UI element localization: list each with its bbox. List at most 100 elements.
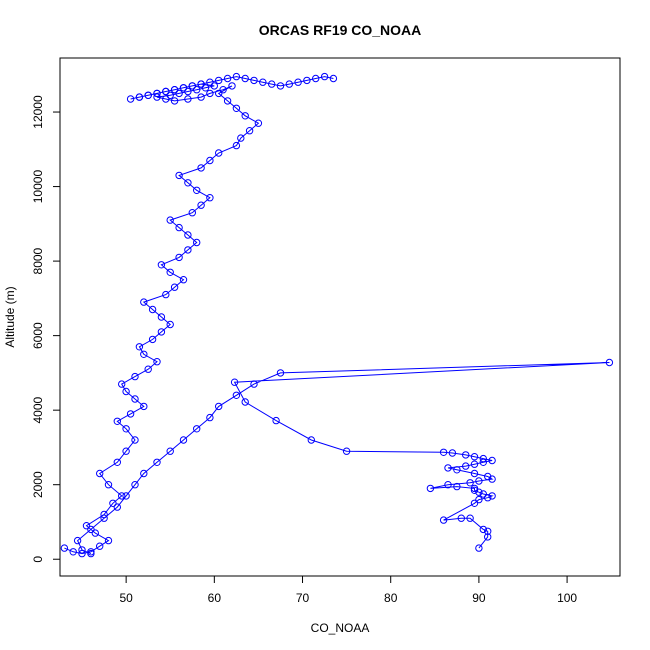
data-point <box>140 298 148 306</box>
data-point <box>166 268 174 276</box>
data-point <box>237 134 245 142</box>
data-point <box>175 223 183 232</box>
y-tick-label: 10000 <box>31 170 45 204</box>
data-point <box>131 372 139 381</box>
data-point <box>197 80 205 88</box>
x-tick-label: 60 <box>208 591 222 605</box>
data-point <box>153 89 161 98</box>
data-point <box>175 89 183 98</box>
data-point <box>228 82 236 90</box>
data-point <box>457 514 465 522</box>
data-point <box>166 216 174 224</box>
data-point <box>475 544 483 552</box>
data-point <box>109 499 117 507</box>
data-point <box>475 488 483 496</box>
x-axis: 50 60 70 80 90 100 <box>119 575 577 605</box>
data-point <box>184 246 192 254</box>
data-point <box>126 95 135 103</box>
data-point <box>184 87 192 96</box>
data-point <box>488 456 496 465</box>
data-point <box>140 350 148 358</box>
data-point <box>153 358 161 366</box>
data-point <box>148 305 157 314</box>
data-point <box>197 164 205 172</box>
data-point <box>206 89 214 98</box>
data-point <box>157 313 166 321</box>
y-axis-label: Altitude (m) <box>3 286 17 347</box>
data-point <box>73 536 82 545</box>
data-point <box>184 231 192 239</box>
data-point <box>166 320 174 329</box>
data-point <box>104 481 113 489</box>
data-point <box>104 536 113 545</box>
data-point <box>122 425 130 433</box>
data-point <box>479 525 487 534</box>
data-point <box>307 436 315 444</box>
series-line-1 <box>76 362 610 555</box>
data-point <box>100 510 108 519</box>
y-tick-label: 2000 <box>31 471 45 498</box>
data-point <box>113 503 122 511</box>
data-point <box>144 365 152 373</box>
data-point <box>126 410 135 418</box>
data-point <box>215 149 223 157</box>
data-point <box>484 494 492 502</box>
data-point <box>470 453 479 461</box>
data-point <box>223 74 232 83</box>
data-point <box>193 186 201 195</box>
data-point <box>131 436 139 444</box>
data-point <box>475 477 483 485</box>
data-point <box>466 514 474 522</box>
data-point <box>294 78 302 86</box>
x-tick-label: 90 <box>472 591 486 605</box>
data-point <box>197 201 205 209</box>
data-point <box>140 402 148 411</box>
data-point <box>466 479 474 487</box>
data-point <box>245 127 254 135</box>
data-point <box>153 458 161 466</box>
data-point <box>303 76 311 85</box>
data-point <box>87 548 95 556</box>
data-point <box>162 87 170 96</box>
data-point <box>241 112 249 120</box>
data-point <box>272 416 280 425</box>
data-point <box>206 156 214 165</box>
data-point <box>250 76 258 85</box>
data-point <box>342 447 351 455</box>
data-point <box>470 460 479 468</box>
data-point <box>135 343 144 351</box>
data-point <box>206 78 214 86</box>
data-point <box>197 93 205 101</box>
data-point <box>470 486 479 494</box>
data-point <box>193 425 201 433</box>
data-point <box>232 141 241 150</box>
y-tick-label: 6000 <box>31 322 45 349</box>
data-point <box>157 328 166 336</box>
data-point <box>241 74 249 83</box>
data-point <box>69 548 77 556</box>
data-point <box>60 544 69 552</box>
data-point <box>470 469 479 478</box>
data-point <box>254 119 263 127</box>
data-point <box>215 76 223 85</box>
data-point <box>470 499 479 507</box>
data-point <box>188 82 197 90</box>
data-point <box>122 492 130 500</box>
data-point <box>179 436 188 444</box>
data-point <box>148 335 157 344</box>
data-point <box>223 97 232 105</box>
data-point <box>170 97 179 105</box>
data-point <box>162 95 170 103</box>
data-point <box>462 451 470 459</box>
data-point <box>230 378 239 386</box>
data-point <box>184 95 192 103</box>
data-point <box>91 529 100 537</box>
data-point <box>118 380 126 388</box>
data-point <box>250 380 258 388</box>
data-point <box>479 454 487 463</box>
data-point <box>140 469 148 478</box>
x-tick-label: 50 <box>119 591 133 605</box>
data-point <box>166 91 174 100</box>
data-point <box>170 283 179 291</box>
